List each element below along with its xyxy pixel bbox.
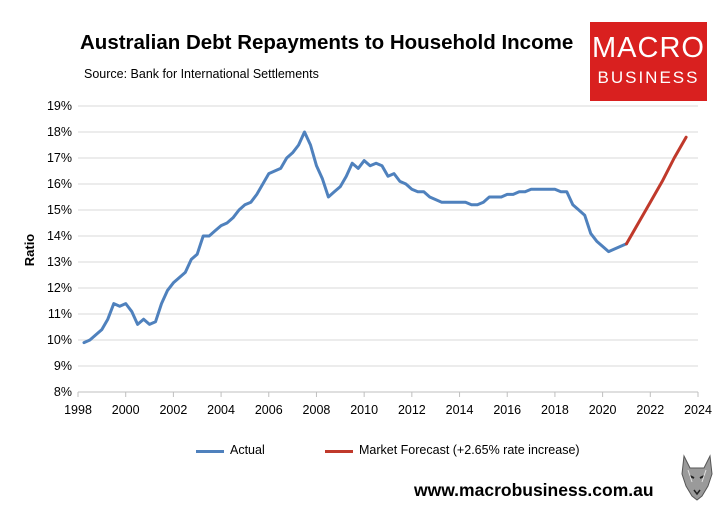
y-tick-label: 9% xyxy=(54,359,72,373)
y-tick-label: 18% xyxy=(47,125,72,139)
y-tick-label: 10% xyxy=(47,333,72,347)
x-tick-label: 2018 xyxy=(541,403,569,417)
y-tick-label: 12% xyxy=(47,281,72,295)
x-tick-label: 2000 xyxy=(112,403,140,417)
y-tick-label: 19% xyxy=(47,99,72,113)
x-tick-label: 2004 xyxy=(207,403,235,417)
x-tick-label: 2012 xyxy=(398,403,426,417)
y-tick-label: 16% xyxy=(47,177,72,191)
x-tick-label: 2002 xyxy=(159,403,187,417)
x-tick-label: 2020 xyxy=(589,403,617,417)
axes xyxy=(77,391,699,397)
website-url: www.macrobusiness.com.au xyxy=(414,480,654,500)
y-axis-label: Ratio xyxy=(22,234,37,267)
x-tick-label: 2024 xyxy=(684,403,712,417)
series-lines xyxy=(82,130,688,345)
y-tick-label: 14% xyxy=(47,229,72,243)
y-tick-label: 15% xyxy=(47,203,72,217)
chart-title: Australian Debt Repayments to Household … xyxy=(80,31,574,54)
x-tick-label: 2016 xyxy=(493,403,521,417)
legend-forecast-swatch xyxy=(325,450,353,453)
legend-actual-label: Actual xyxy=(230,443,265,457)
y-tick-label: 8% xyxy=(54,385,72,399)
wolf-mascot-icon xyxy=(678,452,716,504)
x-tick-label: 2006 xyxy=(255,403,283,417)
series-line-actual xyxy=(82,130,628,345)
y-tick-label: 11% xyxy=(48,307,72,321)
logo-line-1: MACRO xyxy=(592,32,705,64)
chart-subtitle: Source: Bank for International Settlemen… xyxy=(84,67,319,81)
legend-actual-swatch xyxy=(196,450,224,453)
macrobusiness-logo: MACRO BUSINESS xyxy=(590,22,707,101)
legend-forecast-label: Market Forecast (+2.65% rate increase) xyxy=(359,443,580,457)
x-tick-label: 2008 xyxy=(303,403,331,417)
y-tick-label: 13% xyxy=(47,255,72,269)
x-tick-label: 1998 xyxy=(64,403,92,417)
tick-labels: 8% 9% 10% 11% 12% 13% 14% 15% 16% 17% 18% 19% 1998 20… xyxy=(47,99,712,417)
logo-line-2: BUSINESS xyxy=(597,68,700,87)
series-line-forecast xyxy=(625,135,688,246)
x-tick-label: 2014 xyxy=(446,403,474,417)
y-tick-label: 17% xyxy=(47,151,72,165)
x-tick-label: 2010 xyxy=(350,403,378,417)
x-tick-label: 2022 xyxy=(636,403,664,417)
